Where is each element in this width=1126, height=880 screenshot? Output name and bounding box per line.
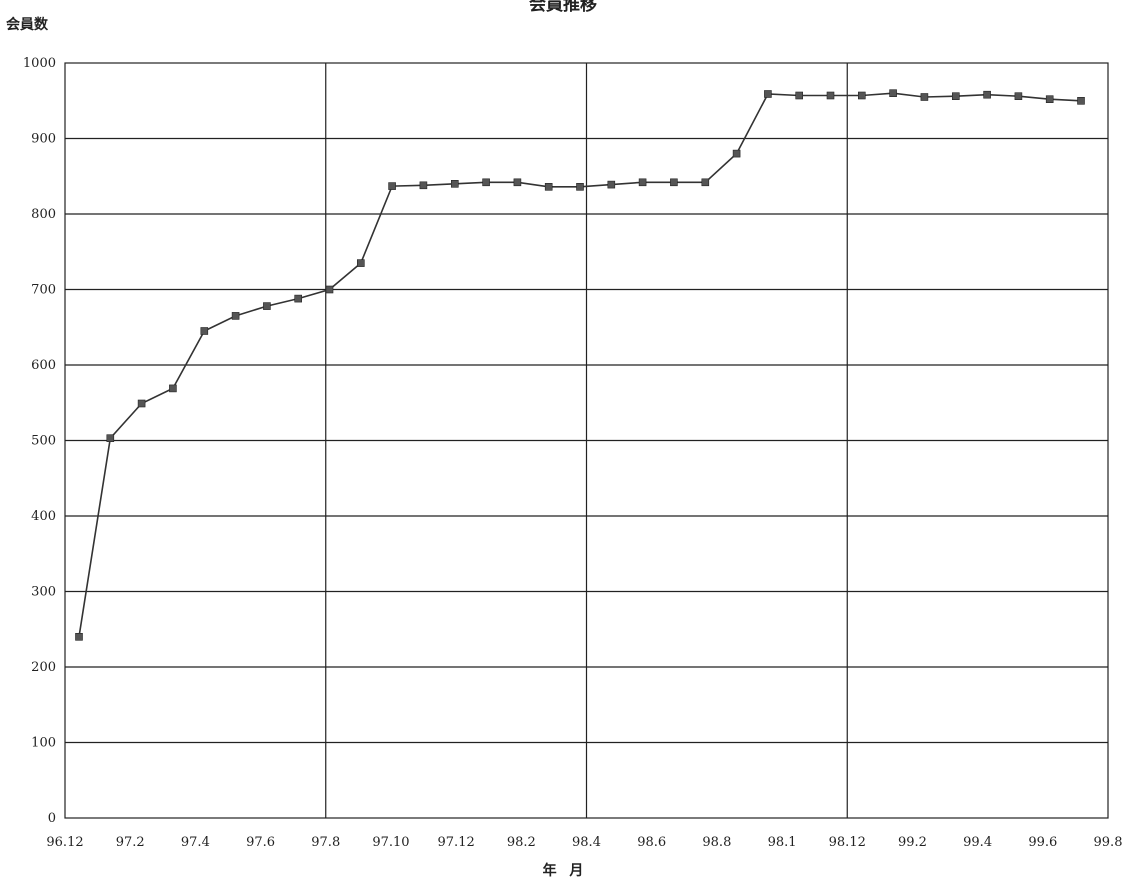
- data-point: [826, 91, 835, 100]
- data-point: [795, 91, 804, 100]
- data-point: [1014, 92, 1023, 100]
- data-point: [137, 399, 146, 408]
- chart-title: 会員推移: [529, 0, 597, 15]
- data-point: [764, 90, 772, 98]
- data-point: [857, 91, 866, 100]
- data-point: [889, 89, 897, 97]
- line-chart: 0 100 200 300 400 500 600 700 800 900 1000 96.12 97.…: [23, 56, 1123, 850]
- x-tick-label: 98.6: [637, 835, 666, 850]
- x-tick-label: 98.12: [829, 835, 866, 850]
- x-tick-label: 99.6: [1028, 835, 1057, 850]
- x-tick-label: 96.12: [46, 835, 83, 850]
- data-point: [920, 93, 929, 101]
- data-point: [294, 294, 303, 303]
- data-point: [325, 285, 334, 294]
- data-point: [231, 312, 240, 320]
- data-point: [482, 178, 490, 187]
- data-point: [263, 302, 271, 310]
- x-tick-label: 97.6: [246, 835, 275, 850]
- x-tick-label: 98.1: [768, 835, 797, 850]
- x-tick-label: 99.4: [963, 835, 992, 850]
- data-point: [388, 182, 396, 190]
- data-point: [544, 183, 553, 191]
- y-tick-label: 100: [31, 736, 56, 751]
- data-point: [75, 632, 83, 641]
- y-tick-label: 500: [31, 434, 56, 449]
- data-point: [638, 178, 647, 187]
- y-tick-label: 900: [31, 132, 56, 147]
- data-point: [356, 259, 365, 267]
- y-tick-label: 1000: [23, 56, 56, 71]
- data-point: [1077, 97, 1085, 105]
- y-tick-label: 200: [31, 660, 56, 675]
- x-tick-label: 98.2: [507, 835, 536, 850]
- x-tick-label: 97.8: [311, 835, 340, 850]
- x-tick-label: 97.4: [181, 835, 210, 850]
- x-tick-label: 98.4: [572, 835, 601, 850]
- data-point: [607, 180, 616, 189]
- data-point: [200, 327, 209, 335]
- x-tick-label: 99.8: [1094, 835, 1123, 850]
- data-point: [983, 90, 991, 99]
- x-axis-label: 年 月: [542, 863, 584, 879]
- y-tick-label: 700: [31, 283, 56, 298]
- data-point: [576, 183, 584, 191]
- x-tick-label: 98.8: [702, 835, 731, 850]
- data-point: [106, 434, 115, 443]
- y-tick-label: 600: [31, 358, 56, 373]
- data-point: [169, 384, 177, 393]
- x-tick-label: 97.2: [116, 835, 145, 850]
- y-tick-label: 300: [31, 585, 56, 600]
- x-tick-label: 97.12: [438, 835, 475, 850]
- data-point: [513, 178, 522, 187]
- data-point: [1045, 95, 1054, 103]
- data-point: [951, 92, 960, 100]
- data-point: [419, 181, 428, 190]
- data-point: [732, 149, 741, 158]
- y-tick-label: 400: [31, 509, 56, 524]
- data-point: [701, 178, 710, 187]
- y-tick-label: 0: [48, 811, 56, 826]
- y-axis-label: 会員数: [6, 17, 48, 33]
- x-tick-label: 97.10: [372, 835, 409, 850]
- data-point: [670, 178, 678, 187]
- y-tick-label: 800: [31, 207, 56, 222]
- data-point: [450, 180, 459, 188]
- x-tick-label: 99.2: [898, 835, 927, 850]
